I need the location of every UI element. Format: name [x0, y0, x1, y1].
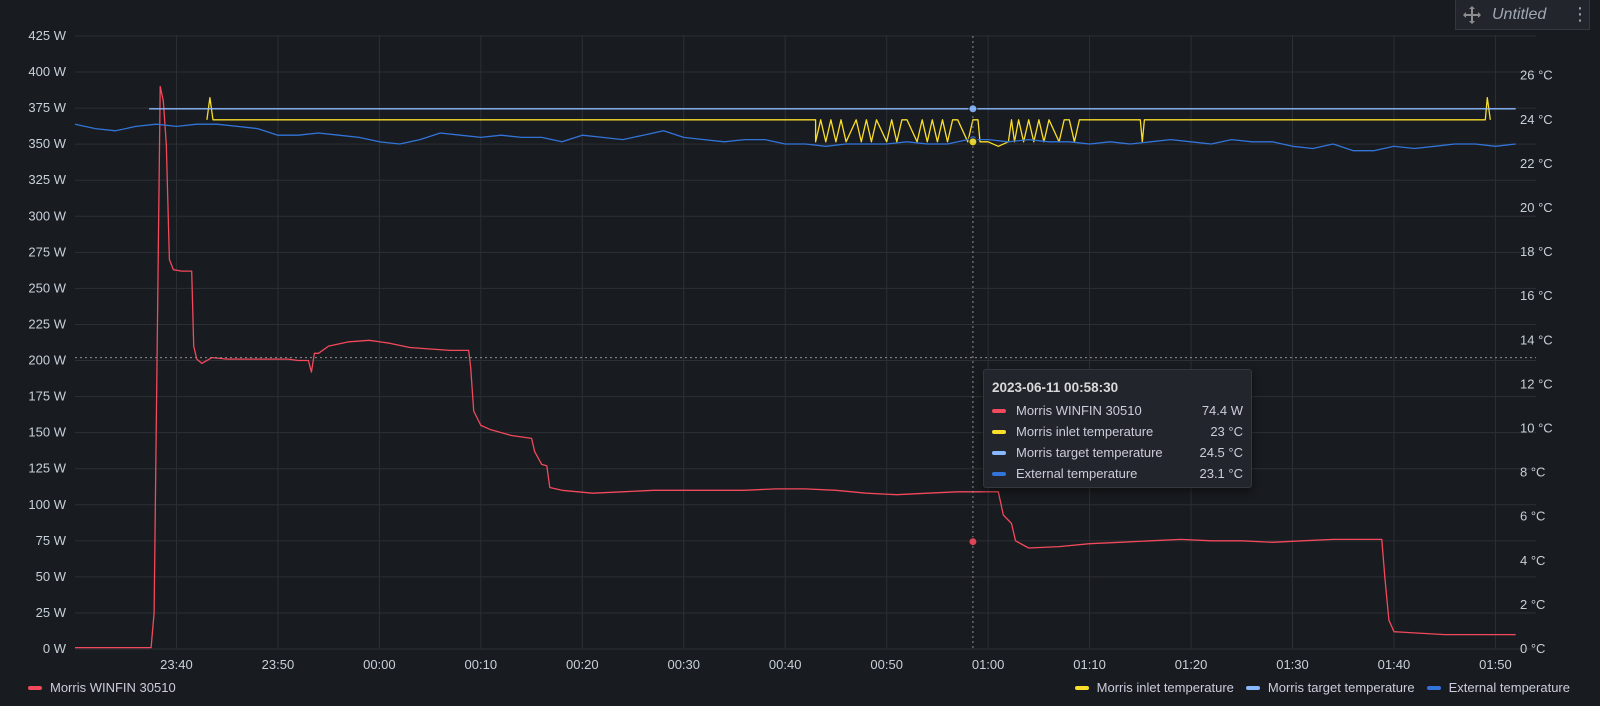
x-tick-label: 00:00	[363, 657, 396, 672]
left-tick-label: 50 W	[36, 569, 67, 584]
x-tick-label: 00:30	[667, 657, 700, 672]
x-tick-label: 01:20	[1175, 657, 1208, 672]
x-tick-label: 01:00	[972, 657, 1005, 672]
x-tick-label: 00:20	[566, 657, 599, 672]
legend-label: External temperature	[1448, 680, 1570, 695]
legend-swatch	[28, 685, 42, 690]
right-tick-label: 18 °C	[1520, 244, 1553, 259]
left-tick-label: 250 W	[28, 280, 66, 295]
series-line-3	[74, 123, 1516, 152]
legend-item[interactable]: Morris WINFIN 30510	[28, 680, 176, 695]
panel-title[interactable]: Untitled	[1492, 5, 1547, 23]
x-tick-label: 00:40	[769, 657, 802, 672]
left-tick-label: 200 W	[28, 353, 66, 368]
right-tick-label: 8 °C	[1520, 465, 1545, 480]
left-tick-label: 0 W	[43, 641, 67, 656]
hover-crosshair	[75, 36, 1536, 649]
left-tick-label: 325 W	[28, 172, 66, 187]
left-tick-label: 425 W	[28, 28, 66, 43]
tooltip-series-value: 24.5 °C	[1199, 445, 1243, 460]
tooltip-row: Morris target temperature 24.5 °C	[992, 442, 1243, 463]
left-tick-label: 25 W	[36, 605, 67, 620]
x-tick-label: 01:40	[1378, 657, 1411, 672]
tooltip-series-value: 74.4 W	[1201, 403, 1243, 418]
right-axis: 0 °C 2 °C 4 °C 6 °C 8 °C 10 °C 12 °C 14 °C 16 °C…	[1520, 68, 1553, 656]
tooltip-time: 2023-06-11 00:58:30	[992, 380, 1119, 395]
legend-left: Morris WINFIN 30510	[16, 680, 176, 695]
right-tick-label: 22 °C	[1520, 156, 1553, 171]
left-tick-label: 350 W	[28, 136, 66, 151]
x-tick-label: 01:50	[1479, 657, 1512, 672]
x-tick-label: 23:50	[262, 657, 295, 672]
right-tick-label: 2 °C	[1520, 597, 1545, 612]
left-tick-label: 125 W	[28, 461, 66, 476]
panel-header[interactable]: Untitled ⋮	[1455, 0, 1590, 30]
legend-swatch	[1426, 685, 1441, 690]
x-tick-label: 01:30	[1276, 657, 1309, 672]
right-tick-label: 16 °C	[1520, 288, 1553, 303]
hover-point-0	[968, 537, 978, 547]
tooltip-series-name: Morris WINFIN 30510	[1016, 403, 1142, 418]
left-tick-label: 300 W	[28, 208, 66, 223]
series-line-1	[206, 97, 1491, 147]
series-swatch	[992, 471, 1006, 476]
left-tick-label: 400 W	[28, 64, 66, 79]
left-tick-label: 150 W	[28, 425, 66, 440]
legend-label: Morris WINFIN 30510	[50, 680, 176, 695]
legend-swatch	[1074, 685, 1089, 690]
right-tick-label: 6 °C	[1520, 509, 1545, 524]
x-axis: 23:40 23:50 00:00 00:10 00:20 00:30 00:40 00:50…	[160, 657, 1512, 672]
left-axis: 0 W 25 W 50 W 75 W 100 W 125 W 150 W 175 W 200 W…	[28, 28, 66, 656]
right-tick-label: 24 °C	[1520, 112, 1553, 127]
legend-item[interactable]: Morris inlet temperature	[1074, 680, 1234, 695]
grid	[75, 35, 1536, 650]
left-tick-label: 225 W	[28, 316, 66, 331]
tooltip-series-value: 23.1 °C	[1199, 466, 1243, 481]
left-tick-label: 175 W	[28, 389, 66, 404]
series-lines	[74, 85, 1516, 649]
move-arrows-icon[interactable]	[1456, 5, 1488, 25]
tooltip-series-name: Morris target temperature	[1016, 445, 1163, 460]
tooltip-series-value: 23 °C	[1210, 424, 1243, 439]
legend-label: Morris inlet temperature	[1096, 680, 1234, 695]
hover-point-1	[968, 104, 978, 114]
right-tick-label: 10 °C	[1520, 420, 1553, 435]
tooltip-row: External temperature 23.1 °C	[992, 463, 1243, 484]
right-tick-label: 14 °C	[1520, 332, 1553, 347]
series-line-0	[75, 85, 1516, 649]
right-tick-label: 12 °C	[1520, 376, 1553, 391]
left-tick-label: 100 W	[28, 497, 66, 512]
tooltip-series-name: External temperature	[1016, 466, 1138, 481]
legend-swatch	[1245, 685, 1260, 690]
kebab-menu-icon[interactable]: ⋮	[1571, 4, 1589, 24]
right-tick-label: 20 °C	[1520, 200, 1553, 215]
tooltip-row: Morris inlet temperature 23 °C	[992, 421, 1243, 442]
hover-tooltip: 2023-06-11 00:58:30 Morris WINFIN 30510 …	[983, 369, 1252, 488]
tooltip-series-name: Morris inlet temperature	[1016, 424, 1154, 439]
series-swatch	[992, 429, 1006, 434]
legend-right: Morris inlet temperature Morris target t…	[1063, 680, 1570, 695]
x-tick-label: 23:40	[160, 657, 193, 672]
tooltip-row: Morris WINFIN 30510 74.4 W	[992, 400, 1243, 421]
legend-item[interactable]: Morris target temperature	[1245, 680, 1415, 695]
left-tick-label: 75 W	[36, 533, 67, 548]
series-swatch	[992, 450, 1006, 455]
legend-item[interactable]: External temperature	[1426, 680, 1570, 695]
x-tick-label: 00:10	[465, 657, 498, 672]
right-tick-label: 0 °C	[1520, 641, 1545, 656]
right-tick-label: 4 °C	[1520, 553, 1545, 568]
left-tick-label: 375 W	[28, 100, 66, 115]
x-tick-label: 00:50	[870, 657, 903, 672]
x-tick-label: 01:10	[1073, 657, 1106, 672]
legend-label: Morris target temperature	[1267, 680, 1415, 695]
series-swatch	[992, 408, 1006, 413]
hover-point-3	[968, 137, 978, 147]
right-tick-label: 26 °C	[1520, 68, 1553, 83]
left-tick-label: 275 W	[28, 244, 66, 259]
